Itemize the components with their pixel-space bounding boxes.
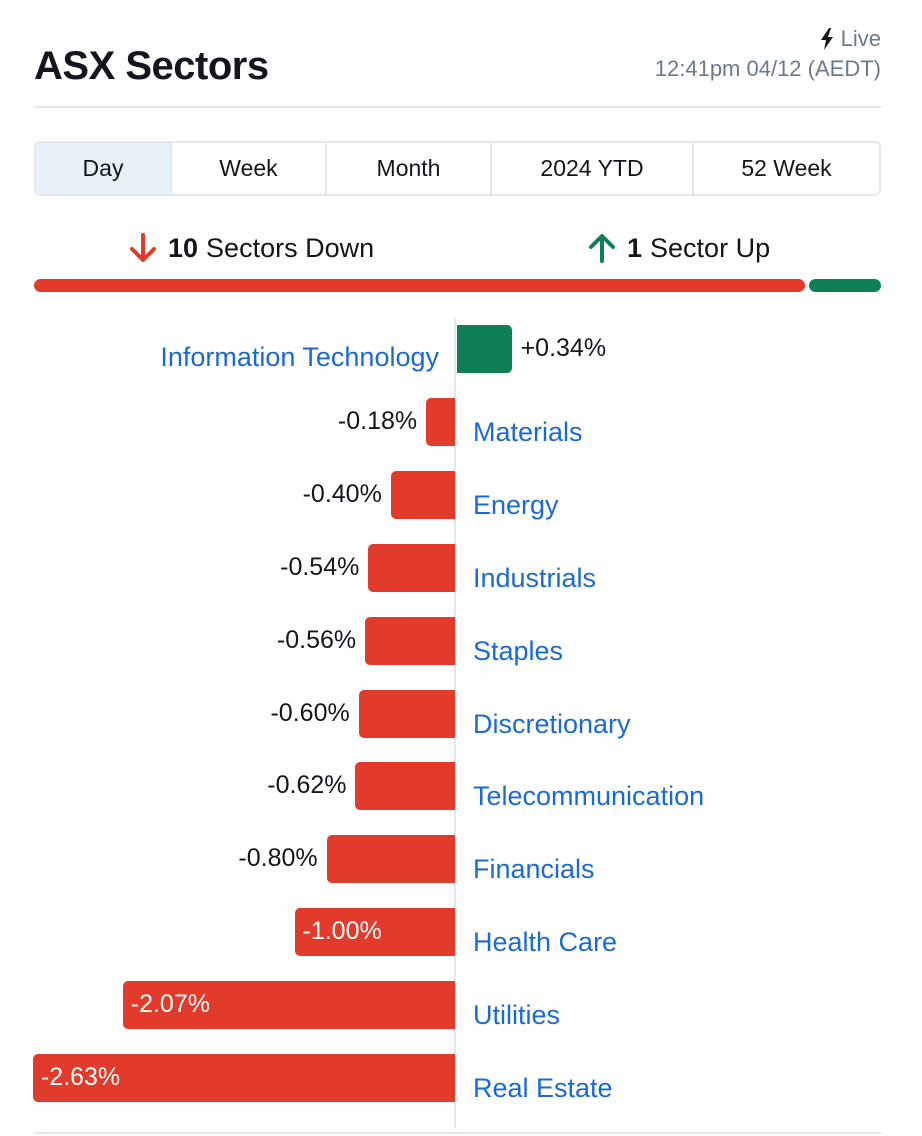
tab-2024-ytd[interactable]: 2024 YTD <box>492 143 694 194</box>
sectors-down-count: 10 <box>168 232 199 263</box>
timestamp: 12:41pm 04/12 (AEDT) <box>654 56 881 81</box>
tab-month[interactable]: Month <box>327 143 492 194</box>
live-indicator: Live <box>819 26 881 52</box>
value-label-2: -0.40% <box>302 479 382 508</box>
sector-bar-chart: +0.34% Information Technology -0.18% Materi… <box>0 312 922 1136</box>
sector-link-0[interactable]: Information Technology <box>160 342 439 372</box>
bar-5 <box>358 689 455 738</box>
zero-axis <box>454 318 456 1128</box>
arrow-up-icon <box>589 234 615 263</box>
sectors-up-label: Sector Up <box>650 232 771 263</box>
sector-link-6[interactable]: Telecommunication <box>473 781 705 812</box>
arrow-down-icon <box>130 233 156 262</box>
sectors-up-summary: 1 Sector Up <box>585 226 770 270</box>
ratio-up-segment <box>809 279 881 292</box>
bar-8 <box>294 908 455 957</box>
tab-day[interactable]: Day <box>36 143 172 194</box>
sector-link-7[interactable]: Financials <box>473 854 595 885</box>
sector-link-4[interactable]: Staples <box>473 635 564 666</box>
sector-link-8[interactable]: Health Care <box>473 927 618 958</box>
period-tabs: Day Week Month 2024 YTD 52 Week <box>34 141 881 196</box>
value-label-9: -2.07% <box>130 990 210 1019</box>
sector-link-1[interactable]: Materials <box>473 416 583 447</box>
sectors-down-label: Sectors Down <box>206 232 375 263</box>
sectors-up-count: 1 <box>627 232 643 263</box>
sector-link-2[interactable]: Energy <box>473 489 559 520</box>
sector-link-5[interactable]: Discretionary <box>473 708 631 739</box>
bar-4 <box>365 616 455 665</box>
live-label: Live <box>840 26 881 51</box>
bar-0 <box>457 325 512 373</box>
bar-3 <box>368 543 455 592</box>
value-label-7: -0.80% <box>238 844 318 873</box>
up-down-ratio-bar <box>34 279 881 292</box>
bar-2 <box>390 470 455 519</box>
ratio-down-segment <box>34 279 805 292</box>
bar-7 <box>326 835 455 884</box>
lightning-bolt-icon <box>820 28 833 50</box>
value-label-0: +0.34% <box>520 334 607 362</box>
value-label-3: -0.54% <box>280 552 360 581</box>
value-label-8: -1.00% <box>302 917 382 946</box>
sectors-down-summary: 10 Sectors Down <box>126 226 374 270</box>
bar-6 <box>355 762 455 811</box>
bar-1 <box>426 397 455 446</box>
value-label-1: -0.18% <box>337 406 418 435</box>
sector-link-9[interactable]: Utilities <box>473 1000 561 1031</box>
value-label-4: -0.56% <box>276 625 357 654</box>
tab-week[interactable]: Week <box>172 143 327 194</box>
value-label-10: -2.63% <box>40 1063 121 1091</box>
sector-link-10[interactable]: Real Estate <box>473 1073 613 1103</box>
sector-link-3[interactable]: Industrials <box>473 562 597 593</box>
bottom-divider <box>34 1132 881 1134</box>
bar-9 <box>122 981 455 1030</box>
tab-52-week[interactable]: 52 Week <box>741 155 832 181</box>
value-label-6: -0.62% <box>267 771 347 800</box>
header: ASX Sectors Live 12:41pm 04/12 (AEDT) <box>34 24 881 108</box>
bar-10 <box>32 1054 455 1102</box>
value-label-5: -0.60% <box>270 698 350 727</box>
page-title: ASX Sectors <box>34 44 269 88</box>
